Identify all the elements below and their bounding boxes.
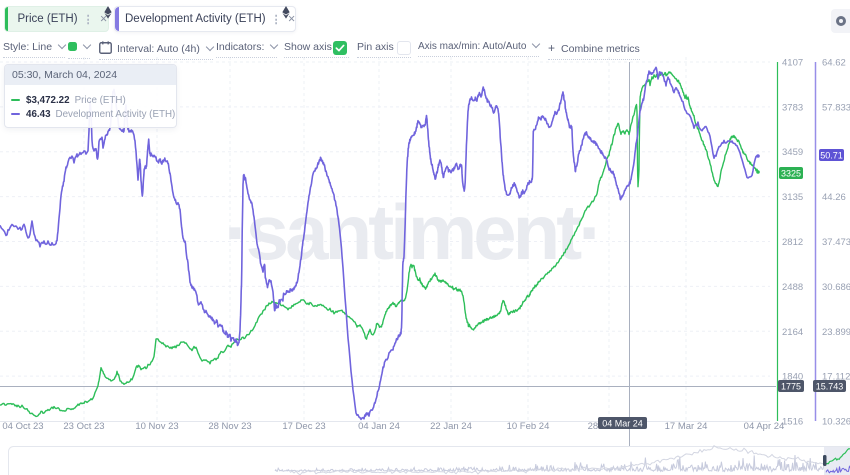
svg-text:3135: 3135 (782, 192, 803, 203)
svg-text:1775: 1775 (781, 382, 801, 392)
svg-text:30.686: 30.686 (822, 282, 850, 293)
svg-text:23.899: 23.899 (822, 327, 850, 338)
svg-text:10 Feb 24: 10 Feb 24 (507, 421, 550, 432)
svg-text:2488: 2488 (782, 282, 803, 293)
svg-text:1840: 1840 (782, 372, 803, 383)
svg-text:3325: 3325 (781, 169, 801, 179)
svg-text:37.473: 37.473 (822, 237, 850, 248)
svg-text:1516: 1516 (782, 417, 803, 428)
svg-text:23 Oct 23: 23 Oct 23 (63, 421, 104, 432)
svg-text:28 Nov 23: 28 Nov 23 (208, 421, 251, 432)
svg-text:17.112: 17.112 (822, 372, 850, 383)
svg-text:44.26: 44.26 (822, 192, 846, 203)
svg-text:10 Nov 23: 10 Nov 23 (135, 421, 178, 432)
svg-text:17 Mar 24: 17 Mar 24 (665, 421, 708, 432)
svg-text:3783: 3783 (782, 102, 803, 113)
svg-text:2812: 2812 (782, 237, 803, 248)
svg-text:57.833: 57.833 (822, 102, 850, 113)
svg-text:04 Oct 23: 04 Oct 23 (2, 421, 43, 432)
svg-text:64.62: 64.62 (822, 58, 846, 69)
svg-text:04 Jan 24: 04 Jan 24 (358, 421, 400, 432)
svg-text:17 Dec 23: 17 Dec 23 (282, 421, 325, 432)
svg-text:4107: 4107 (782, 58, 803, 69)
svg-text:10.326: 10.326 (822, 417, 850, 428)
svg-text:04 Mar 24: 04 Mar 24 (602, 419, 643, 429)
svg-text:04 Apr 24: 04 Apr 24 (744, 421, 785, 432)
svg-text:15.743: 15.743 (816, 382, 844, 392)
svg-text:·santiment·: ·santiment· (224, 188, 600, 276)
svg-text:2164: 2164 (782, 327, 803, 338)
svg-text:3459: 3459 (782, 147, 803, 158)
svg-text:50.71: 50.71 (820, 151, 843, 161)
svg-text:22 Jan 24: 22 Jan 24 (430, 421, 472, 432)
